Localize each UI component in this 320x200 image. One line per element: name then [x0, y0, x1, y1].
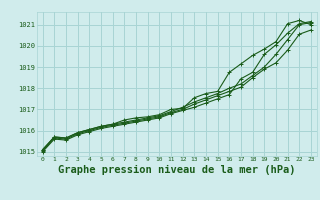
X-axis label: Graphe pression niveau de la mer (hPa): Graphe pression niveau de la mer (hPa)	[58, 165, 296, 175]
